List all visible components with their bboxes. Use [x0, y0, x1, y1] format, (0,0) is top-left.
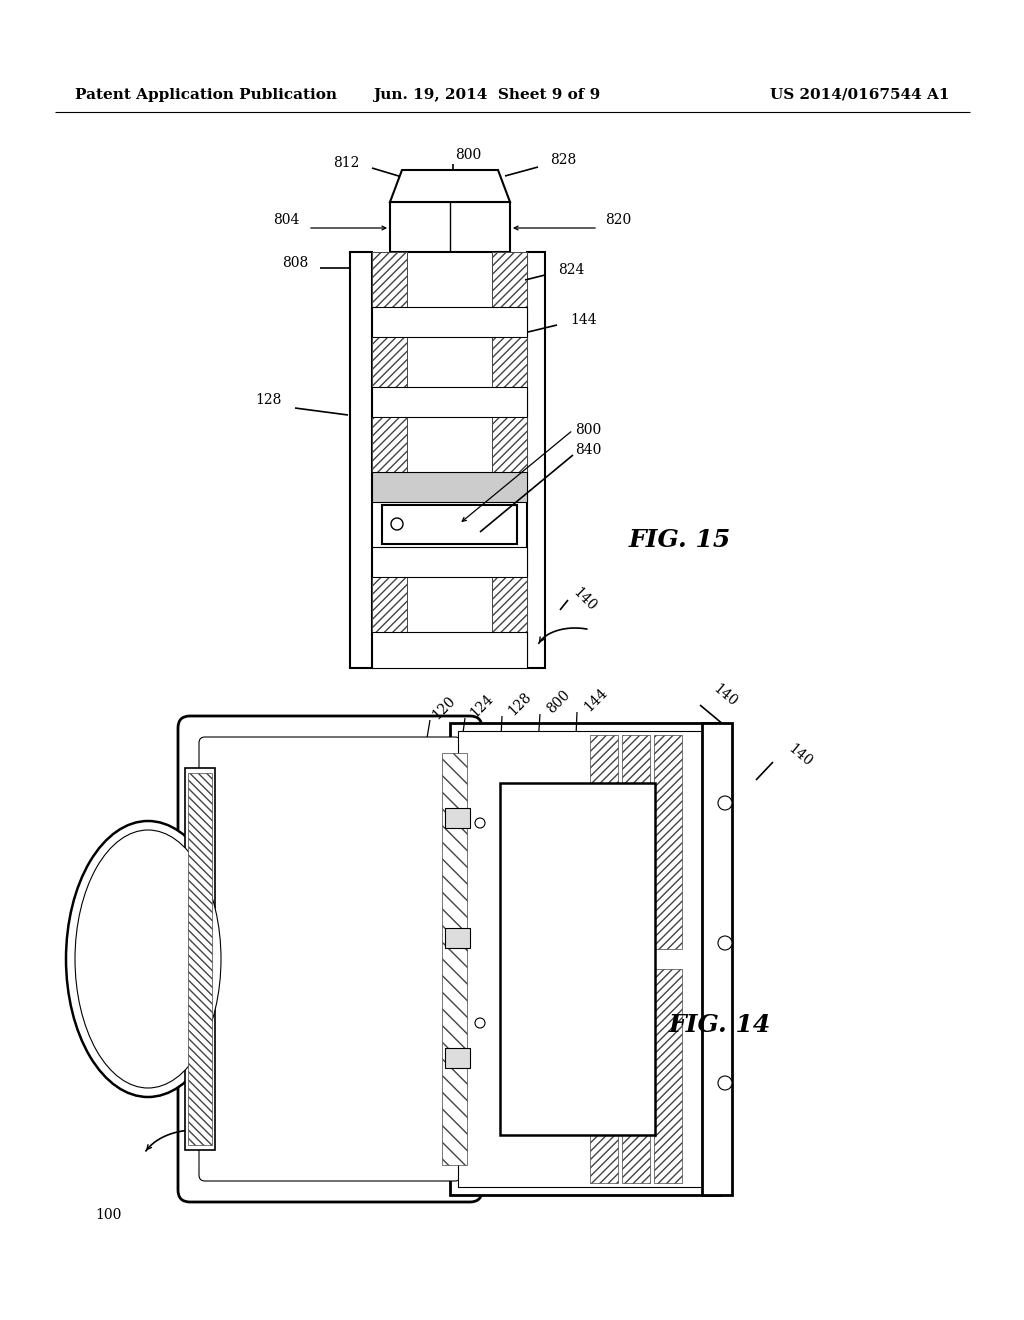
Bar	[654, 735, 682, 949]
Bar	[372, 308, 527, 337]
Ellipse shape	[75, 830, 221, 1088]
Text: 144: 144	[582, 685, 610, 714]
Text: 804: 804	[273, 213, 300, 227]
Circle shape	[391, 517, 403, 531]
Ellipse shape	[66, 821, 230, 1097]
Bar	[188, 774, 212, 1144]
Bar	[372, 252, 407, 308]
Text: 120: 120	[430, 694, 459, 722]
Bar	[445, 928, 470, 948]
Text: 144: 144	[570, 313, 597, 327]
Circle shape	[475, 1018, 485, 1028]
Text: Patent Application Publication: Patent Application Publication	[75, 88, 337, 102]
Circle shape	[475, 818, 485, 828]
Polygon shape	[390, 170, 510, 202]
Text: 840: 840	[575, 444, 601, 457]
Text: 140: 140	[570, 586, 599, 614]
Bar	[622, 969, 650, 1183]
Bar	[372, 473, 527, 502]
FancyBboxPatch shape	[199, 737, 461, 1181]
Text: 100: 100	[95, 1208, 122, 1222]
Bar	[442, 752, 467, 1166]
Bar	[492, 417, 527, 473]
Bar	[390, 202, 510, 252]
Text: 824: 824	[558, 263, 585, 277]
Bar	[372, 546, 527, 577]
Text: 124: 124	[468, 692, 497, 721]
Bar	[372, 417, 407, 473]
Text: 800: 800	[575, 422, 601, 437]
Bar	[350, 252, 372, 668]
Bar	[382, 506, 517, 544]
Text: 800: 800	[544, 688, 572, 717]
Text: FIG. 14: FIG. 14	[669, 1012, 771, 1038]
Bar	[654, 969, 682, 1183]
Bar	[590, 735, 618, 949]
Bar	[622, 735, 650, 949]
Text: FIG. 15: FIG. 15	[629, 528, 731, 552]
Text: 800: 800	[455, 148, 481, 162]
Text: 820: 820	[605, 213, 631, 227]
Bar	[445, 808, 470, 828]
Bar	[372, 387, 527, 417]
Circle shape	[718, 796, 732, 810]
Bar	[458, 731, 712, 1187]
Bar	[492, 252, 527, 308]
Text: 828: 828	[550, 153, 577, 168]
Bar	[372, 632, 527, 668]
Text: 812: 812	[334, 156, 360, 170]
Bar	[440, 743, 475, 1175]
Text: 808: 808	[282, 256, 308, 271]
Text: 140: 140	[710, 681, 739, 709]
Bar	[500, 783, 655, 1135]
Text: 128: 128	[256, 393, 282, 407]
Bar	[590, 969, 618, 1183]
Bar	[450, 723, 720, 1195]
FancyBboxPatch shape	[178, 715, 482, 1203]
Bar	[372, 337, 407, 387]
Circle shape	[718, 1076, 732, 1090]
Circle shape	[718, 936, 732, 950]
Text: Jun. 19, 2014  Sheet 9 of 9: Jun. 19, 2014 Sheet 9 of 9	[374, 88, 601, 102]
Text: 128: 128	[506, 690, 535, 718]
Bar	[527, 252, 545, 668]
Bar	[492, 577, 527, 632]
Bar	[492, 337, 527, 387]
Bar	[185, 768, 215, 1150]
Text: 140: 140	[785, 741, 814, 768]
Bar	[372, 577, 407, 632]
Bar	[445, 1048, 470, 1068]
Text: US 2014/0167544 A1: US 2014/0167544 A1	[770, 88, 950, 102]
Bar	[702, 723, 732, 1195]
